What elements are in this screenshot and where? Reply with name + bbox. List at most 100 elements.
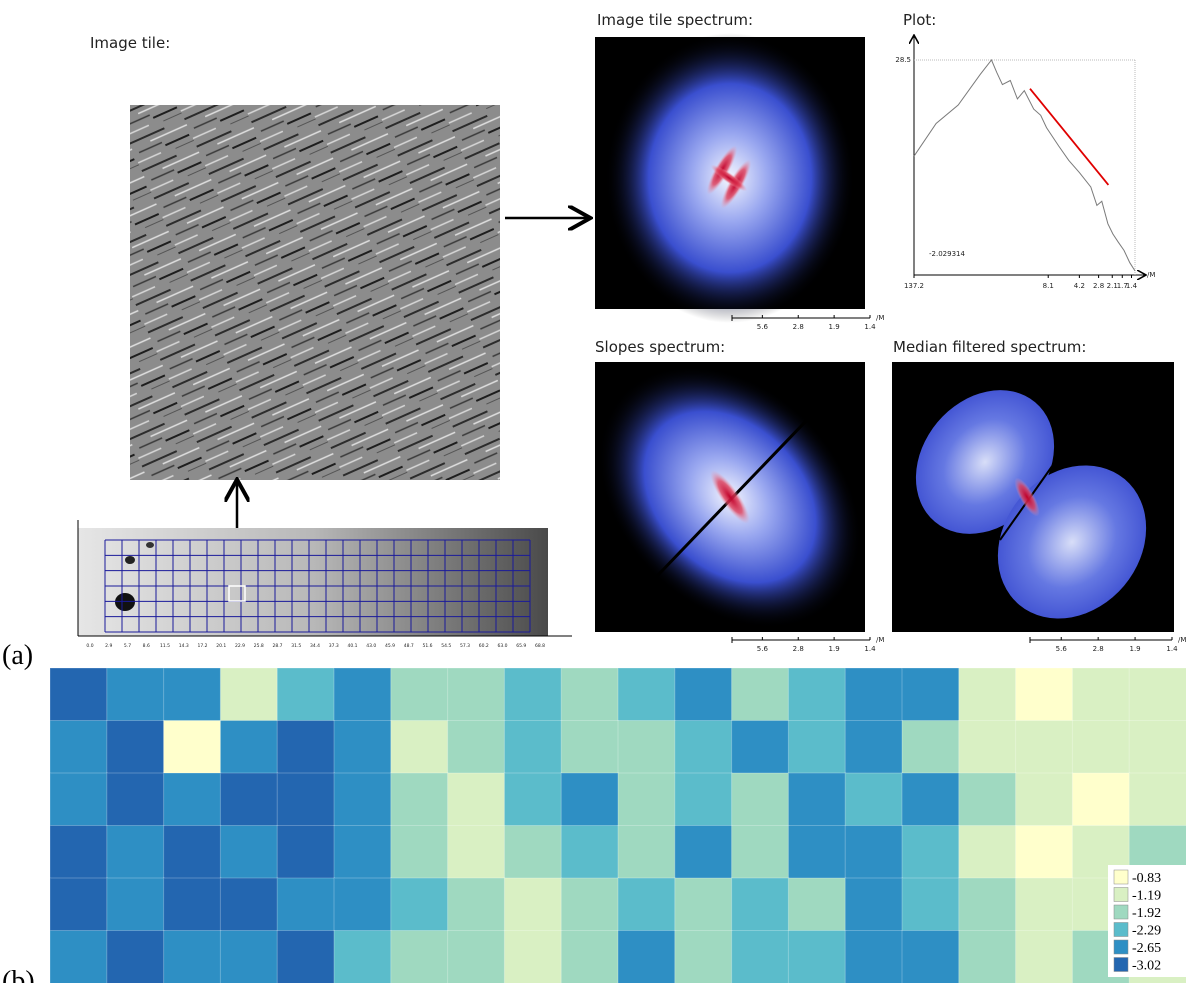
heat-cell [390,825,449,879]
heat-cell [447,772,506,827]
spectrum-title: Median filtered spectrum: [893,338,1086,356]
heat-cell [901,720,960,774]
heat-cell [617,930,676,983]
y-tick-label: 28.5 [895,56,911,64]
heat-cell [787,930,847,983]
heat-cell [787,667,847,722]
heat-cell [106,877,165,932]
x-unit: /M [1147,271,1155,279]
scale-label: 1.9 [829,323,840,331]
heat-cell [276,720,336,774]
map-axis-label: 37.3 [329,643,339,649]
map-axis-label: 28.7 [272,643,282,649]
map-axis-label: 20.1 [216,643,226,649]
heat-cell [447,877,506,932]
legend-label: -0.83 [1132,871,1161,886]
map-axis-label: 22.9 [235,643,245,649]
heat-cell [844,667,904,722]
map-axis-label: 11.5 [160,643,170,649]
plot-line [1029,88,1110,186]
heat-cell [1015,877,1074,932]
x-tick-label: 8.1 [1043,282,1054,290]
heat-cell [844,930,904,983]
heat-cell [1015,667,1074,722]
heat-cell [674,930,733,983]
map-blob [125,556,135,564]
map-axis-label: 31.5 [291,643,301,649]
heat-cell [219,772,279,827]
heat-cell [503,772,563,827]
heat-cell [219,930,279,983]
heat-cell [49,720,108,774]
x-tick-label: 2.1 [1107,282,1118,290]
map-axis-label: 2.9 [105,643,112,649]
legend-label: -1.92 [1132,906,1161,921]
scale-label: 1.4 [1166,645,1178,653]
map-blob [115,593,135,611]
legend-label: -2.65 [1132,941,1161,956]
heat-cell [787,720,847,774]
panel-label: (a) [2,640,33,671]
legend-label: -3.02 [1132,959,1161,974]
heat-cell [333,772,392,827]
heat-cell [844,825,904,879]
scale-label: 1.4 [864,323,876,331]
heatmap: -0.83 -1.19 -1.92 -2.29 -2.65 -3.02 [49,667,1186,983]
heat-cell [1071,667,1131,722]
heat-cell [674,825,733,879]
scale-label: 1.9 [1130,645,1141,653]
heat-cell [560,720,620,774]
plot-title: Plot: [903,11,936,29]
heat-cell [1015,930,1074,983]
map-axis-label: 51.6 [422,643,432,649]
heat-cell [333,825,392,879]
tile-title: Image tile: [90,34,170,52]
heat-cell [390,877,449,932]
heat-cell [731,667,790,722]
heat-cell [901,930,960,983]
x-tick-label: 1.4 [1126,282,1138,290]
heat-cell [1128,772,1186,827]
heat-cell [276,825,336,879]
heat-cell [163,772,222,827]
heat-cell [219,720,279,774]
heat-cell [49,825,108,879]
spectrum-peak [710,470,750,524]
heat-cell [503,720,563,774]
map-axis-label: 14.3 [179,643,189,649]
spectrum-title: Slopes spectrum: [595,338,725,356]
map-axis-label: 63.0 [497,643,507,649]
heat-cell [787,877,847,932]
heat-cell [333,667,392,722]
x-tick-label: 4.2 [1074,282,1085,290]
heat-cell [560,930,620,983]
heat-cell [447,667,506,722]
heat-cell [958,772,1017,827]
heat-cell [674,667,733,722]
scale-unit: /M [876,314,884,322]
heat-cell [1071,772,1131,827]
heat-cell [958,720,1017,774]
heat-cell [617,877,676,932]
heat-cell [901,772,960,827]
map-axis-label: 57.3 [460,643,470,649]
legend-swatch [1113,939,1129,955]
heat-cell [787,772,847,827]
heat-cell [731,720,790,774]
heat-cell [333,720,392,774]
heat-cell [674,877,733,932]
map-axis-label: 5.7 [124,643,131,649]
heat-cell [731,772,790,827]
map-axis-label: 40.1 [347,643,357,649]
heat-cell [787,825,847,879]
scale-label: 1.4 [864,645,876,653]
heat-cell [390,772,449,827]
heat-cell [958,825,1017,879]
heat-cell [844,720,904,774]
heat-cell [617,720,676,774]
legend-swatch [1113,887,1129,902]
legend-swatch [1113,922,1129,937]
heat-cell [617,667,676,722]
heat-cell [560,667,620,722]
heat-cell [731,877,790,932]
